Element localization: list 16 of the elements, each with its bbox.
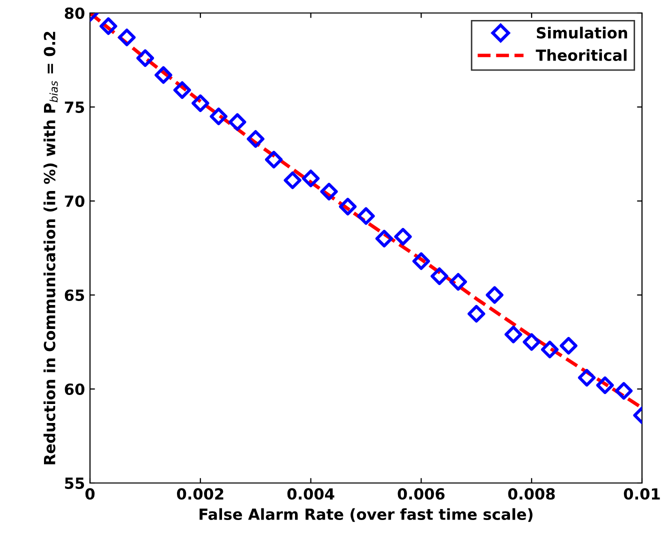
x-tick-label: 0.002 bbox=[176, 488, 224, 500]
legend-label: Theoritical bbox=[536, 49, 627, 61]
x-tick-label: 0.006 bbox=[398, 488, 445, 500]
y-tick-label: 70 bbox=[64, 195, 84, 208]
y-tick-label: 65 bbox=[64, 289, 84, 302]
x-axis-title: False Alarm Rate (over fast time scale) bbox=[200, 508, 532, 522]
y-tick-label: 60 bbox=[64, 383, 84, 396]
y-tick-label: 80 bbox=[64, 7, 84, 20]
x-tick-label: 0.008 bbox=[508, 488, 555, 500]
y-axis-title: Reduction in Communication (in %) with P$_{bias}$ = 0.2 bbox=[44, 32, 58, 464]
x-tick-label: 0.01 bbox=[624, 488, 660, 500]
y-tick-label: 75 bbox=[64, 102, 84, 114]
legend-label: Simulation bbox=[536, 26, 628, 39]
y-tick-label: 55 bbox=[65, 478, 84, 490]
x-tick-label: 0 bbox=[85, 488, 95, 500]
x-tick-label: 0.004 bbox=[287, 488, 334, 500]
